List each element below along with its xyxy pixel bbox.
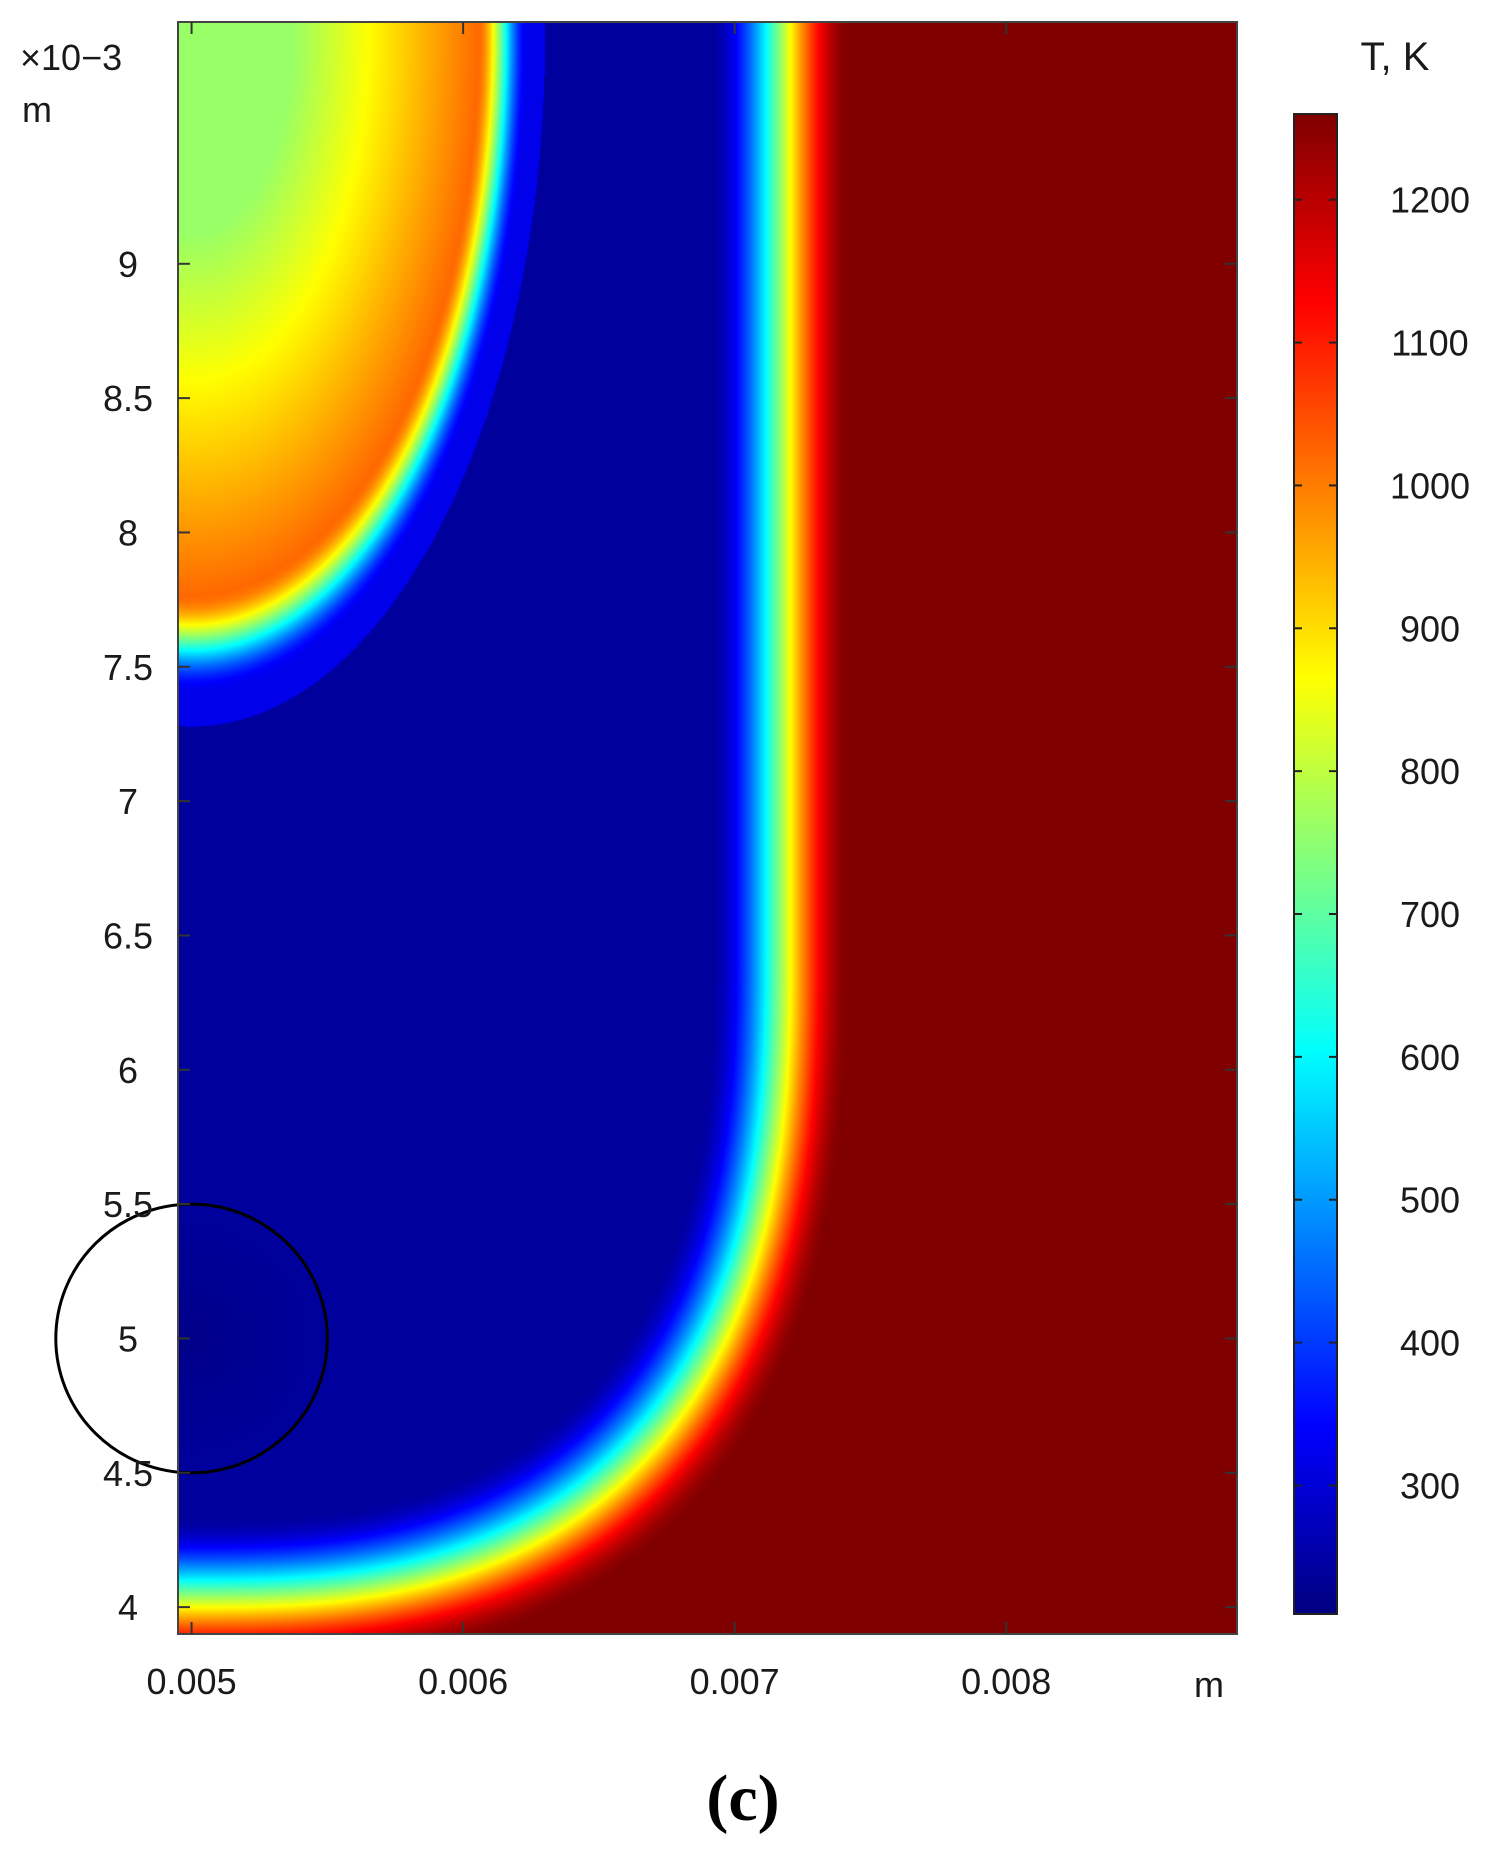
y-axis: 4 4.5 5 5.5 6 6.5 7 7.5 8 8.5 9 — [103, 244, 1237, 1628]
colorbar-tick-label: 1000 — [1390, 465, 1470, 506]
colorbar-frame — [1293, 113, 1338, 1615]
y-tick-label: 4 — [118, 1587, 138, 1628]
x-axis: 0.005 0.006 0.007 0.008 — [147, 22, 1051, 1702]
y-tick-label: 8 — [118, 512, 138, 553]
annotation-circle — [54, 1202, 329, 1475]
y-tick-label: 8.5 — [103, 378, 153, 419]
y-tick-label: 7.5 — [103, 647, 153, 688]
colorbar-title: T, K — [1361, 35, 1430, 79]
colorbar-tick-label: 700 — [1400, 894, 1460, 935]
colorbar-tick-label: 1200 — [1390, 180, 1470, 221]
x-tick-label: 0.007 — [690, 1661, 780, 1702]
y-tick-label: 6 — [118, 1050, 138, 1091]
colorbar-tick-label: 500 — [1400, 1180, 1460, 1221]
colorbar-tick-label: 900 — [1400, 608, 1460, 649]
colorbar-axis: 300 400 500 600 700 800 900 1000 1100 1200 — [1294, 180, 1470, 1506]
y-tick-label: 7 — [118, 781, 138, 822]
x-axis-unit-label: m — [1194, 1664, 1224, 1705]
x-tick-label: 0.005 — [147, 1661, 237, 1702]
y-tick-label: 5 — [118, 1318, 138, 1359]
y-tick-label: 5.5 — [103, 1184, 153, 1225]
y-tick-label: 4.5 — [103, 1453, 153, 1494]
colorbar-tick-label: 600 — [1400, 1037, 1460, 1078]
y-axis-multiplier: ×10−3 — [20, 37, 122, 78]
colorbar-tick-label: 400 — [1400, 1323, 1460, 1364]
heatmap-plot-area — [178, 22, 1237, 1634]
x-tick-label: 0.006 — [418, 1661, 508, 1702]
y-axis-unit-label: m — [22, 89, 52, 130]
y-tick-label: 6.5 — [103, 915, 153, 956]
colorbar — [1294, 114, 1337, 1614]
x-tick-label: 0.008 — [961, 1661, 1051, 1702]
annotations — [54, 1202, 329, 1475]
colorbar-tick-label: 800 — [1400, 751, 1460, 792]
colorbar-tick-label: 300 — [1400, 1465, 1460, 1506]
y-tick-label: 9 — [118, 244, 138, 285]
colorbar-tick-label: 1100 — [1391, 323, 1468, 364]
plot-frame — [177, 21, 1238, 1635]
panel-label: (c) — [706, 1762, 779, 1835]
